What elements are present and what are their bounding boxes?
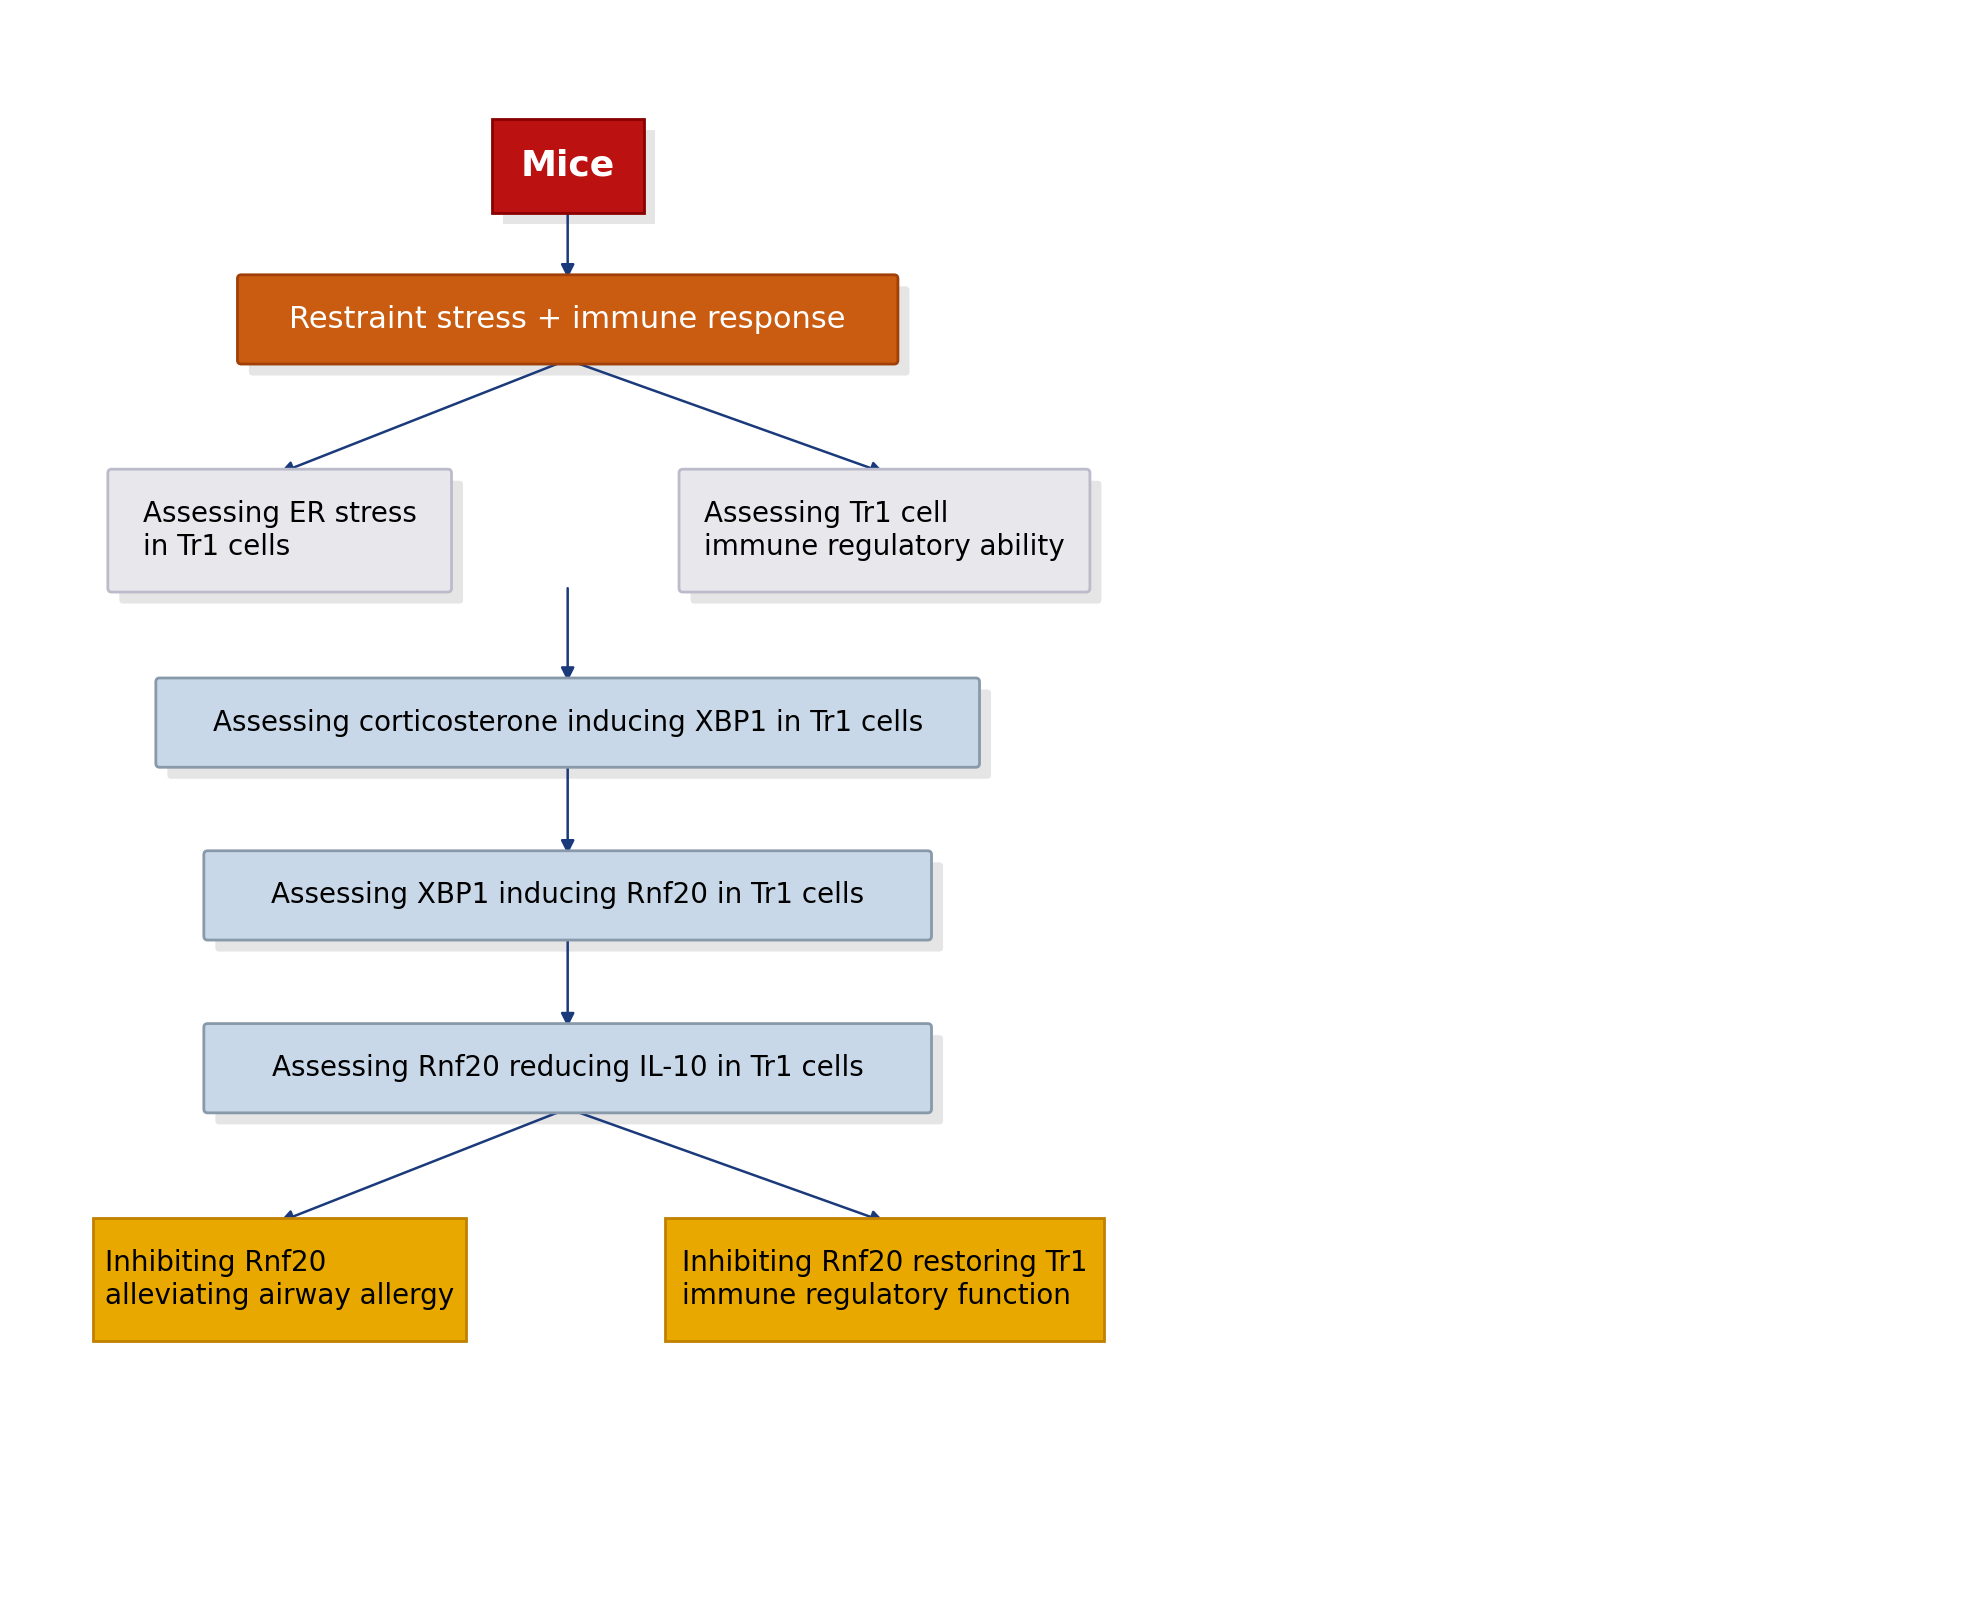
Text: Inhibiting Rnf20 restoring Tr1
immune regulatory function: Inhibiting Rnf20 restoring Tr1 immune re… [682, 1250, 1087, 1310]
FancyBboxPatch shape [492, 118, 643, 212]
FancyBboxPatch shape [157, 678, 980, 767]
FancyBboxPatch shape [248, 287, 909, 376]
FancyBboxPatch shape [167, 690, 992, 779]
Text: Assessing Rnf20 reducing IL-10 in Tr1 cells: Assessing Rnf20 reducing IL-10 in Tr1 ce… [272, 1054, 863, 1081]
Text: Assessing XBP1 inducing Rnf20 in Tr1 cells: Assessing XBP1 inducing Rnf20 in Tr1 cel… [272, 881, 865, 910]
FancyBboxPatch shape [204, 850, 932, 941]
Text: Assessing corticosterone inducing XBP1 in Tr1 cells: Assessing corticosterone inducing XBP1 i… [212, 709, 923, 737]
FancyBboxPatch shape [690, 481, 1101, 604]
FancyBboxPatch shape [216, 1035, 942, 1124]
FancyBboxPatch shape [119, 481, 462, 604]
FancyBboxPatch shape [216, 863, 942, 952]
FancyBboxPatch shape [204, 1023, 932, 1112]
Text: Inhibiting Rnf20
alleviating airway allergy: Inhibiting Rnf20 alleviating airway alle… [105, 1250, 454, 1310]
FancyBboxPatch shape [107, 470, 452, 593]
FancyBboxPatch shape [504, 130, 655, 225]
Text: Mice: Mice [520, 149, 615, 183]
FancyBboxPatch shape [665, 1217, 1105, 1341]
Text: Assessing Tr1 cell
immune regulatory ability: Assessing Tr1 cell immune regulatory abi… [704, 500, 1065, 560]
FancyBboxPatch shape [238, 275, 899, 364]
Text: Assessing ER stress
in Tr1 cells: Assessing ER stress in Tr1 cells [143, 500, 417, 560]
FancyBboxPatch shape [93, 1217, 466, 1341]
Text: Restraint stress + immune response: Restraint stress + immune response [290, 304, 845, 334]
FancyBboxPatch shape [679, 470, 1089, 593]
